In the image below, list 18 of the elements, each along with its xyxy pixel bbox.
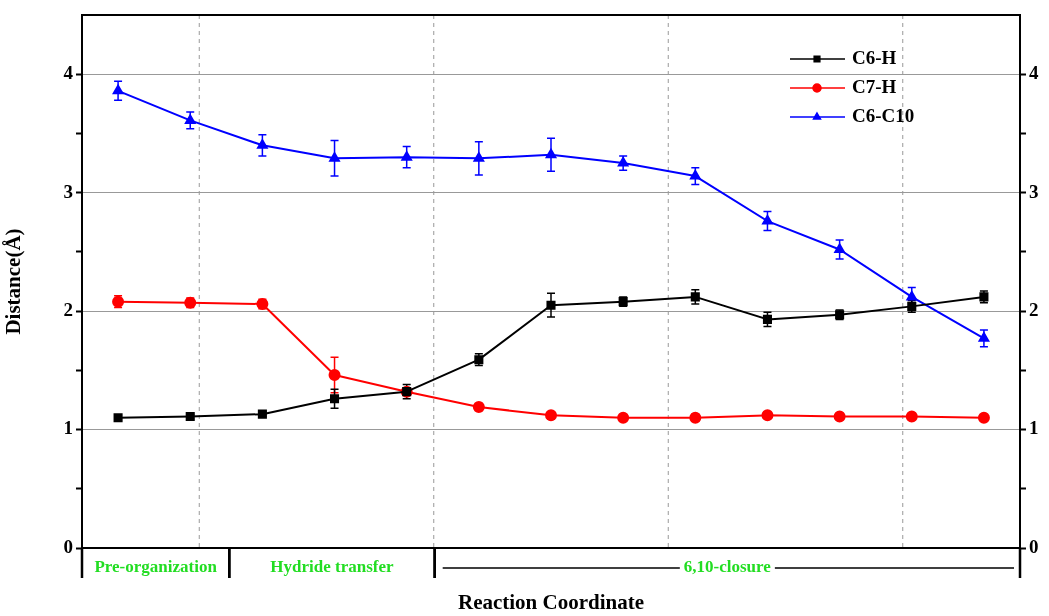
y-tick-label: 4 xyxy=(63,62,74,84)
text: Pre-organization xyxy=(94,557,218,577)
y-tick-label: 2 xyxy=(63,299,73,321)
y-tick-label: 1 xyxy=(63,417,73,439)
y2-tick-label: 0 xyxy=(1029,535,1039,557)
text: Hydride transfer xyxy=(270,557,395,577)
text: 6,10-closure xyxy=(683,557,772,577)
y2-tick-label: 3 xyxy=(1029,180,1039,202)
y-axis-title: Distance(Å) xyxy=(1,228,26,335)
y2-tick-label: 4 xyxy=(1029,62,1039,84)
y-tick-label: 3 xyxy=(63,180,73,202)
y2-tick-label: 2 xyxy=(1029,299,1039,321)
x-axis-title: Reaction Coordinate xyxy=(457,589,645,614)
legend-label: C6-H xyxy=(852,46,897,68)
y-tick-label: 0 xyxy=(63,535,73,557)
y2-tick-label: 1 xyxy=(1029,417,1039,439)
legend-label: C6-C10 xyxy=(852,104,915,126)
legend-label: C7-H xyxy=(852,75,897,97)
